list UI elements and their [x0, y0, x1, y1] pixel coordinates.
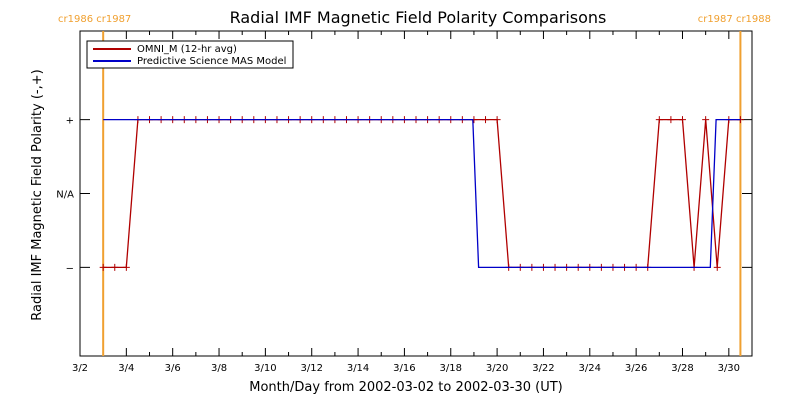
y-tick-label: N/A — [56, 190, 74, 201]
legend-box — [86, 40, 294, 69]
series-line — [103, 118, 741, 269]
x-tick-label: 3/16 — [393, 363, 415, 374]
x-tick-label: 3/6 — [165, 363, 181, 374]
data-point-marker — [122, 263, 130, 271]
x-tick-label: 3/26 — [625, 363, 647, 374]
x-tick-label: 3/22 — [532, 363, 554, 374]
x-tick-label: 3/8 — [211, 363, 227, 374]
carrington-label: cr1987 cr1988 — [698, 14, 771, 25]
x-tick-label: 3/18 — [440, 363, 462, 374]
x-tick-label: 3/12 — [300, 363, 322, 374]
data-series — [99, 116, 744, 271]
chart-title: Radial IMF Magnetic Field Polarity Compa… — [230, 8, 607, 27]
legend: OMNI_M (12-hr avg) Predictive Science MA… — [86, 40, 294, 69]
x-tick-label: 3/20 — [486, 363, 508, 374]
x-axis-label: Month/Day from 2002-03-02 to 2002-03-30 … — [249, 380, 562, 395]
data-point-marker — [713, 263, 721, 271]
y-axis-label: Radial IMF Magnetic Field Polarity (-,+) — [30, 69, 45, 320]
data-point-marker — [99, 263, 107, 271]
legend-label-mas: Predictive Science MAS Model — [137, 56, 286, 67]
data-point-marker — [655, 116, 663, 124]
data-point-marker — [678, 116, 686, 124]
data-point-marker — [667, 116, 675, 124]
data-point-marker — [482, 116, 490, 124]
x-tick-label: 3/30 — [718, 363, 740, 374]
x-tick-label: 3/2 — [72, 363, 88, 374]
x-tick-label: 3/24 — [579, 363, 601, 374]
y-tick-label: − — [66, 263, 74, 274]
x-axis-ticks: 3/2 3/4 3/6 3/8 3/10 3/12 3/14 3/16 3/18 3/20 3/22… — [72, 31, 753, 374]
legend-label-omni: OMNI_M (12-hr avg) — [137, 44, 237, 55]
plot-frame — [79, 30, 753, 357]
data-point-marker — [111, 263, 119, 271]
data-point-marker — [702, 116, 710, 124]
y-axis-ticks: + N/A − — [56, 116, 752, 274]
carrington-label: cr1986 cr1987 — [58, 14, 131, 25]
x-tick-label: 3/14 — [347, 363, 369, 374]
series-line — [103, 118, 741, 269]
carrington-markers: cr1986 cr1987 cr1987 cr1988 — [58, 14, 771, 356]
x-tick-label: 3/28 — [671, 363, 693, 374]
x-tick-label: 3/4 — [118, 363, 134, 374]
x-tick-label: 3/10 — [254, 363, 276, 374]
data-point-marker — [493, 116, 501, 124]
y-tick-label: + — [66, 116, 74, 127]
